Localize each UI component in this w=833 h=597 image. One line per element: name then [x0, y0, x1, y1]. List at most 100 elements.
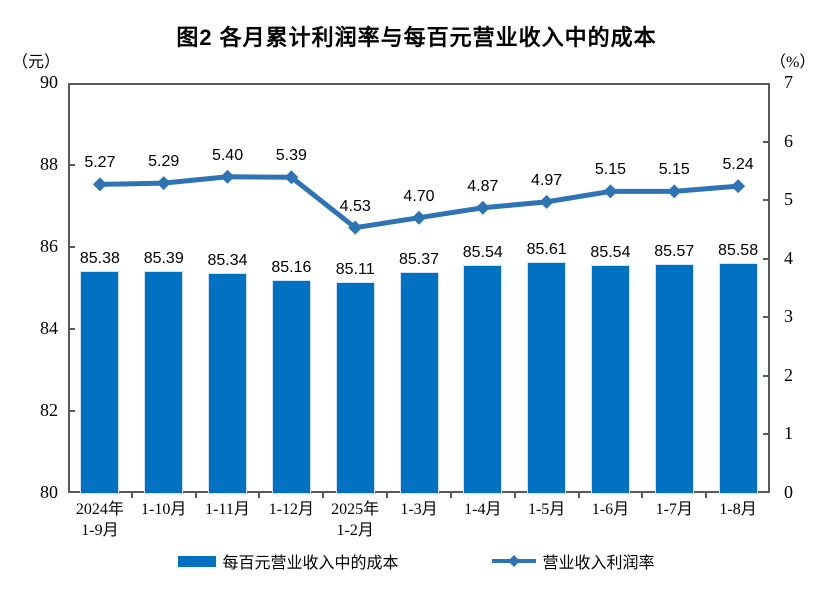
cost-bar: [464, 265, 502, 493]
line-point-marker: [348, 220, 363, 235]
x-axis-tickmark: [386, 493, 389, 498]
x-axis-tickmark: [130, 493, 133, 498]
line-data-label: 4.70: [403, 187, 435, 205]
bar-data-label: 85.57: [654, 242, 695, 260]
line-data-label: 5.15: [658, 161, 690, 179]
x-axis-tickmark: [258, 493, 261, 498]
line-point-marker: [284, 170, 299, 185]
left-axis-tick-label: 80: [40, 482, 58, 502]
cost-bar: [272, 281, 310, 493]
right-axis-tickmark: [763, 316, 770, 319]
line-point-marker: [603, 184, 618, 199]
legend-item-profit: 营业收入利润率: [491, 549, 655, 573]
left-axis-tickmark: [68, 328, 75, 330]
left-axis-unit: （元）: [12, 54, 61, 71]
right-axis-tick-label: 4: [784, 247, 793, 268]
line-data-label: 5.29: [148, 153, 180, 171]
bar-data-label: 85.39: [143, 250, 184, 267]
x-axis-tickmark: [194, 493, 197, 498]
bar-data-label: 85.54: [590, 243, 631, 261]
x-axis-category-label: 1-6月: [591, 501, 630, 518]
x-axis-tickmark: [577, 493, 580, 498]
cost-bar: [719, 264, 757, 493]
x-axis-category-label: 1-3月: [400, 501, 438, 518]
x-axis-category-label: 1-7月: [655, 501, 693, 518]
line-data-label: 5.15: [594, 161, 627, 179]
right-axis-tick-label: 6: [784, 130, 793, 151]
line-point-marker: [475, 200, 490, 215]
x-axis-category-label: 2024年 1-9月: [75, 501, 124, 539]
profit-rate-line: [92, 169, 746, 235]
bar-data-label: 85.38: [79, 250, 120, 268]
right-axis-unit: （%）: [770, 54, 816, 71]
bar-data-label: 85.54: [462, 243, 503, 261]
left-axis-tick-label: 84: [40, 318, 58, 338]
x-axis-tickmark: [322, 493, 325, 498]
right-axis-tick-label: 5: [784, 189, 793, 210]
left-axis-tick-label: 88: [40, 154, 58, 174]
x-axis-tickmark: [705, 493, 708, 498]
right-axis-tick-label: 0: [784, 482, 793, 502]
legend-line-label: 营业收入利润率: [542, 555, 655, 572]
left-axis-tick-label: 82: [40, 400, 58, 420]
line-data-label: 5.24: [722, 156, 754, 174]
x-axis-tickmark: [513, 493, 516, 498]
right-axis-tick-label: 1: [784, 423, 793, 444]
bar-data-label: 85.34: [207, 252, 248, 270]
x-axis-category-label: 1-12月: [268, 501, 315, 518]
legend-bar-label: 每百元营业收入中的成本: [222, 555, 399, 572]
legend-line-swatch: [491, 555, 536, 567]
x-axis-category-label: 1-4月: [464, 501, 502, 518]
left-axis-tickmark: [68, 246, 75, 248]
left-axis-tick-label: 90: [40, 72, 58, 92]
cost-bar: [209, 274, 247, 493]
line-point-marker: [667, 184, 682, 199]
line-data-label: 5.40: [211, 146, 244, 164]
right-axis-tickmark: [763, 433, 770, 436]
left-axis-tick-label: 86: [40, 236, 58, 256]
plot-area: [68, 83, 770, 493]
right-axis-tick-label: 7: [784, 72, 793, 92]
line-point-marker: [92, 177, 107, 192]
cost-bar: [655, 264, 693, 493]
bar-data-label: 85.16: [271, 259, 312, 277]
line-point-marker: [412, 210, 426, 225]
bar-data-label: 85.37: [398, 250, 440, 268]
line-data-label: 5.27: [84, 154, 116, 172]
legend-item-cost: 每百元营业收入中的成本: [178, 549, 399, 573]
legend: 每百元营业收入中的成本 营业收入利润率: [0, 549, 833, 573]
line-point-marker: [731, 179, 746, 194]
line-point-marker: [156, 176, 171, 191]
cost-bar: [591, 265, 629, 493]
right-axis-tick-label: 2: [784, 364, 793, 385]
cost-bar: [400, 272, 438, 493]
cost-bar: [336, 283, 374, 493]
left-axis-tickmark: [68, 410, 75, 412]
right-axis-tickmark: [763, 257, 770, 260]
x-axis-tickmark: [449, 493, 452, 498]
bar-data-label: 85.58: [718, 242, 759, 260]
right-axis-tick-label: 3: [784, 306, 793, 327]
legend-bar-swatch: [178, 555, 217, 567]
cost-bar: [145, 272, 183, 493]
right-axis-tickmark: [763, 199, 770, 202]
right-axis-tickmark: [763, 140, 770, 143]
cost-bar: [528, 262, 566, 493]
line-point-marker: [220, 169, 235, 184]
bar-data-label: 85.61: [526, 240, 567, 258]
chart-title: 图2 各月累计利润率与每百元营业收入中的成本: [176, 25, 657, 50]
bar-data-label: 85.11: [335, 261, 375, 279]
x-axis-category-label: 1-8月: [719, 501, 757, 518]
line-point-marker: [539, 194, 554, 209]
right-axis-tickmark: [763, 374, 770, 377]
line-data-label: 4.97: [531, 171, 563, 189]
left-axis-tickmark: [68, 164, 75, 166]
line-data-label: 5.39: [275, 147, 307, 165]
x-axis-tickmark: [641, 493, 644, 498]
line-data-label: 4.87: [467, 177, 499, 195]
x-axis-category-label: 1-5月: [527, 501, 566, 518]
x-axis-category-label: 2025年 1-2月: [331, 501, 380, 539]
line-data-label: 4.53: [339, 197, 371, 215]
cost-bar: [81, 272, 119, 493]
